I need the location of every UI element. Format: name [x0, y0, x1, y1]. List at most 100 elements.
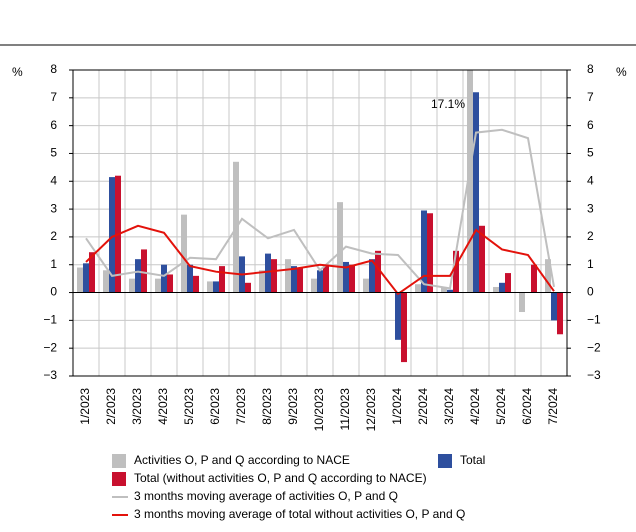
y-tick-label: −1: [43, 313, 57, 327]
bar: [337, 202, 343, 293]
x-tick-label: 6/2024: [520, 388, 534, 425]
y2-tick-label: 4: [587, 173, 594, 187]
x-tick-label: 5/2024: [494, 388, 508, 425]
legend-label: Total (without activities O, P and Q acc…: [134, 471, 427, 485]
x-tick-label: 2/2023: [104, 388, 118, 425]
bar: [395, 292, 401, 340]
bar: [207, 281, 213, 293]
y-tick-label: 3: [50, 201, 57, 215]
legend-swatch: [112, 472, 126, 486]
legend-label: Total: [460, 453, 485, 467]
bar: [311, 278, 317, 293]
y-tick-label: 2: [50, 229, 57, 243]
bar: [557, 292, 563, 335]
x-tick-label: 7/2024: [546, 388, 560, 425]
bar: [129, 278, 135, 293]
bar: [447, 289, 453, 293]
y-unit: %: [12, 65, 23, 79]
bar: [349, 264, 355, 293]
x-tick-label: 12/2023: [364, 388, 378, 432]
bar: [265, 253, 271, 293]
x-tick-label: 2/2024: [416, 388, 430, 425]
x-tick-label: 7/2023: [234, 388, 248, 425]
y2-unit: %: [616, 65, 627, 79]
bar: [479, 225, 485, 293]
y2-tick-label: 0: [587, 285, 594, 299]
y2-tick-label: −2: [587, 340, 601, 354]
bar: [187, 264, 193, 293]
bar: [545, 259, 551, 293]
bar: [83, 263, 89, 293]
x-tick-label: 1/2024: [390, 388, 404, 425]
bar: [343, 261, 349, 293]
bar: [531, 264, 537, 293]
y-tick-label: −2: [43, 340, 57, 354]
y2-tick-label: 1: [587, 257, 594, 271]
bar: [245, 282, 251, 293]
x-tick-label: 4/2023: [156, 388, 170, 425]
x-tick-label: 6/2023: [208, 388, 222, 425]
bar: [193, 275, 199, 293]
y2-tick-label: −1: [587, 313, 601, 327]
bar: [441, 286, 447, 293]
bar: [551, 292, 557, 321]
y2-tick-label: 6: [587, 118, 594, 132]
y-tick-label: 8: [50, 62, 57, 76]
bar: [271, 259, 277, 293]
y-tick-label: 6: [50, 118, 57, 132]
legend-label: 3 months moving average of activities O,…: [134, 489, 398, 503]
legend-label: Activities O, P and Q according to NACE: [134, 453, 350, 467]
legend-swatch: [112, 454, 126, 468]
bar: [493, 286, 499, 293]
bar: [161, 264, 167, 293]
y2-tick-label: 2: [587, 229, 594, 243]
bar: [259, 270, 265, 293]
bar: [467, 70, 473, 293]
bar: [401, 292, 407, 363]
bar: [77, 267, 83, 293]
x-tick-label: 4/2024: [468, 388, 482, 425]
plot-frame: [72, 69, 568, 377]
x-tick-label: 10/2023: [312, 388, 326, 432]
x-tick-label: 8/2023: [260, 388, 274, 425]
y-tick-label: 7: [50, 90, 57, 104]
legend-label: 3 months moving average of total without…: [134, 507, 465, 521]
bar: [141, 249, 147, 293]
x-tick-label: 9/2023: [286, 388, 300, 425]
value-label: 17.1%: [431, 97, 465, 111]
bar: [519, 292, 525, 313]
bar: [505, 273, 511, 293]
bar: [103, 270, 109, 293]
bar: [285, 259, 291, 293]
bar: [421, 210, 427, 293]
line: [85, 128, 555, 290]
bar: [427, 213, 433, 293]
bar: [453, 250, 459, 293]
bar: [415, 284, 421, 293]
bar: [155, 278, 161, 293]
bar: [219, 266, 225, 293]
bar: [499, 282, 505, 293]
x-tick-label: 1/2023: [78, 388, 92, 425]
x-tick-label: 11/2023: [338, 388, 352, 431]
legend-swatch: [438, 454, 452, 468]
bar: [135, 259, 141, 293]
y2-tick-label: −3: [587, 368, 601, 382]
bars: [77, 70, 563, 363]
bar: [291, 266, 297, 293]
bar: [109, 177, 115, 293]
bar: [323, 264, 329, 293]
bar: [297, 267, 303, 293]
x-tick-label: 3/2023: [130, 388, 144, 425]
y-tick-label: −3: [43, 368, 57, 382]
bar: [317, 270, 323, 293]
lines: [85, 128, 555, 296]
y-tick-label: 0: [50, 285, 57, 299]
y-tick-label: 1: [50, 257, 57, 271]
y2-tick-label: 5: [587, 146, 594, 160]
bar: [213, 281, 219, 293]
y2-tick-label: 7: [587, 90, 594, 104]
bar: [473, 92, 479, 293]
bar: [369, 259, 375, 293]
